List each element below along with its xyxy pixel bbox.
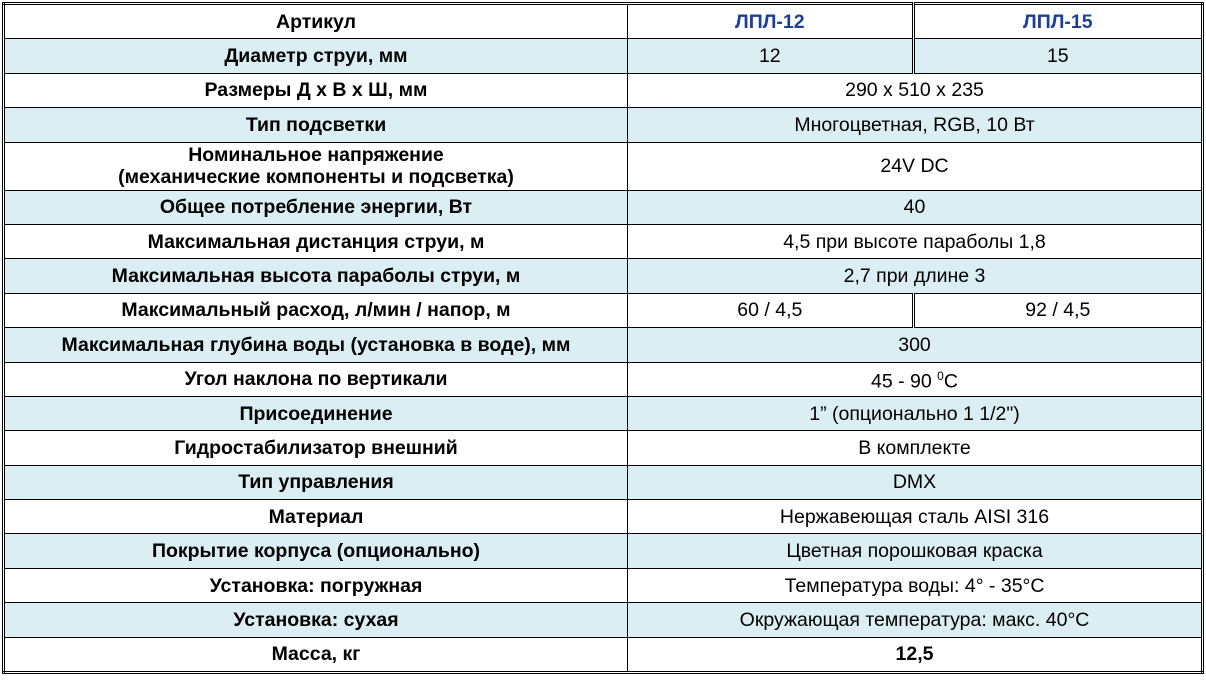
table-row: Максимальная высота параболы струи, м 2,… — [3, 258, 1203, 294]
table-row: Общее потребление энергии, Вт 40 — [3, 189, 1203, 225]
row-label: Размеры Д х В х Ш, мм — [3, 72, 628, 109]
row-value: Нержавеющая сталь AISI 316 — [627, 499, 1203, 535]
row-label: Покрытие корпуса (опционально) — [3, 533, 628, 569]
row-value: 24V DC — [627, 141, 1203, 191]
row-value: DMX — [627, 464, 1203, 501]
row-label: Гидростабилизатор внешний — [3, 430, 628, 466]
row-label: Диаметр струи, мм — [3, 38, 628, 74]
model-lpl-15: ЛПЛ-15 — [912, 2, 1204, 40]
row-label: Угол наклона по вертикали — [3, 361, 628, 397]
table-row: Установка: сухая Окружающая температура:… — [3, 602, 1203, 638]
table-row: Максимальная дистанция струи, м 4,5 при … — [3, 223, 1203, 260]
row-value: 45 - 90 0C — [627, 361, 1203, 397]
row-value: Цветная порошковая краска — [627, 533, 1203, 569]
value-unit: C — [943, 370, 958, 393]
table-row: Покрытие корпуса (опционально) Цветная п… — [3, 533, 1203, 569]
row-value: Температура воды: 4° - 35°C — [627, 567, 1203, 604]
value-superscript: 0 — [937, 369, 944, 384]
row-label: Максимальный расход, л/мин / напор, м — [3, 292, 628, 329]
row-value: 4,5 при высоте параболы 1,8 — [627, 223, 1203, 260]
table-row: Тип подсветки Многоцветная, RGB, 10 Вт — [3, 107, 1203, 143]
table-row: Тип управления DMX — [3, 464, 1203, 501]
row-value: Окружающая температура: макс. 40°C — [627, 602, 1203, 638]
row-value: Многоцветная, RGB, 10 Вт — [627, 107, 1203, 143]
row-value: 92 / 4,5 — [912, 292, 1204, 329]
row-value: 12,5 — [627, 636, 1203, 674]
row-label: Максимальная высота параболы струи, м — [3, 258, 628, 294]
table-row: Материал Нержавеющая сталь AISI 316 — [3, 499, 1203, 535]
table-row: Угол наклона по вертикали 45 - 90 0C — [3, 361, 1203, 397]
row-label: Номинальное напряжение (механические комп… — [3, 141, 628, 191]
row-label: Тип управления — [3, 464, 628, 501]
header-row: Артикул ЛПЛ-12 ЛПЛ-15 — [3, 2, 1204, 40]
table-row: Масса, кг 12,5 — [3, 636, 1203, 674]
row-label: Масса, кг — [3, 636, 628, 674]
row-label: Максимальная дистанция струи, м — [3, 223, 628, 260]
table-row: Установка: погружная Температура воды: 4… — [3, 567, 1203, 604]
table-row: Присоединение 1” (опционально 1 1/2") — [3, 395, 1203, 432]
table-row: Максимальный расход, л/мин / напор, м 60… — [3, 292, 1204, 329]
row-value: 2,7 при длине 3 — [627, 258, 1203, 294]
table-row: Размеры Д х В х Ш, мм 290 х 510 х 235 — [3, 72, 1203, 109]
row-value: 1” (опционально 1 1/2") — [627, 395, 1203, 432]
row-label: Общее потребление энергии, Вт — [3, 189, 628, 225]
table-row: Диаметр струи, мм 12 15 — [3, 38, 1204, 74]
header-label: Артикул — [3, 2, 628, 40]
row-value: 40 — [627, 189, 1203, 225]
row-label: Установка: сухая — [3, 602, 628, 638]
table-row: Номинальное напряжение (механические комп… — [3, 141, 1203, 191]
row-value: В комплекте — [627, 430, 1203, 466]
row-label: Установка: погружная — [3, 567, 628, 604]
row-value: 15 — [912, 38, 1204, 74]
row-value: 60 / 4,5 — [627, 292, 915, 329]
row-value: 12 — [627, 38, 915, 74]
row-value: 290 х 510 х 235 — [627, 72, 1203, 109]
row-value: 300 — [627, 327, 1203, 363]
row-label: Присоединение — [3, 395, 628, 432]
value-text: 45 - 90 — [871, 370, 938, 393]
row-label: Материал — [3, 499, 628, 535]
row-label: Тип подсветки — [3, 107, 628, 143]
row-label-line: (механические компоненты и подсветка) — [118, 166, 514, 189]
row-label-line: Номинальное напряжение — [188, 144, 444, 167]
row-label: Максимальная глубина воды (установка в в… — [3, 327, 628, 363]
table-row: Гидростабилизатор внешний В комплекте — [3, 430, 1203, 466]
table-row: Максимальная глубина воды (установка в в… — [3, 327, 1203, 363]
model-lpl-12: ЛПЛ-12 — [627, 2, 915, 40]
